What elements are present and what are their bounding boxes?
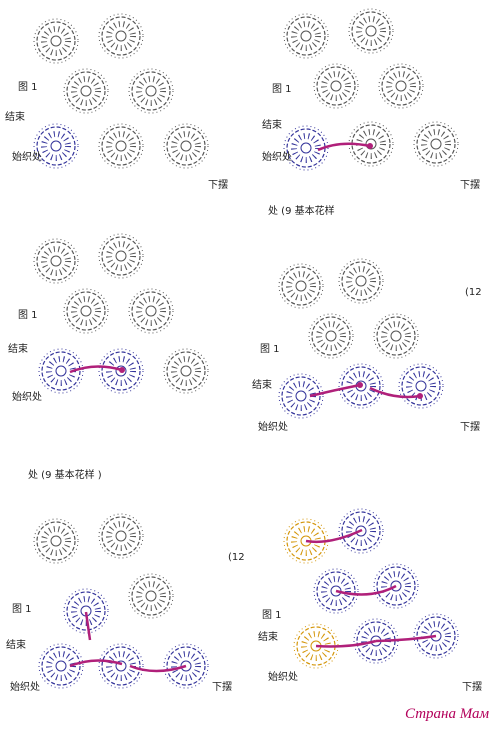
fig-label: 图 1: [12, 603, 32, 615]
start-label: 始织处: [258, 420, 288, 433]
fig-label: 图 1: [260, 343, 280, 355]
side-label: (12: [465, 287, 482, 298]
start-label: 始织处: [10, 680, 40, 693]
fig-label: 图 1: [18, 309, 38, 321]
panel: 图 1 结束 始织处 下摆: [258, 509, 482, 693]
start-label: 始织处: [268, 670, 298, 683]
end-label: 结束: [262, 118, 282, 131]
panel: 图 1 结束 始织处 下摆 处 (9 基本花样: [262, 9, 480, 217]
end-label: 结束: [258, 630, 278, 643]
hem-label: 下摆: [460, 178, 480, 191]
panel: (12 图 1 结束 始织处 下摆: [252, 259, 482, 433]
middle-caption: 处 (9 基本花样 ): [28, 468, 102, 481]
hem-label: 下摆: [212, 680, 232, 693]
panel: (12 图 1 结束 始织处 下摆: [6, 514, 245, 693]
start-label: 始织处: [12, 390, 42, 403]
fig-label: 图 1: [262, 609, 282, 621]
hem-label: 下摆: [208, 178, 228, 191]
watermark: Страна Мам: [405, 706, 490, 722]
fig-label: 图 1: [18, 81, 38, 93]
start-label: 始织处: [12, 150, 42, 163]
fig-label: 图 1: [272, 83, 292, 95]
panel: 图 1 结束 始织处 下摆: [5, 14, 228, 191]
end-label: 结束: [6, 638, 26, 651]
caption: 处 (9 基本花样: [268, 204, 335, 217]
hem-label: 下摆: [462, 680, 482, 693]
panel: 图 1 结束 始织处: [8, 234, 208, 403]
end-label: 结束: [8, 342, 28, 355]
end-label: 结束: [252, 378, 272, 391]
start-label: 始织处: [262, 150, 292, 163]
end-label: 结束: [5, 110, 25, 123]
hem-label: 下摆: [460, 420, 480, 433]
side-label: (12: [228, 552, 245, 563]
